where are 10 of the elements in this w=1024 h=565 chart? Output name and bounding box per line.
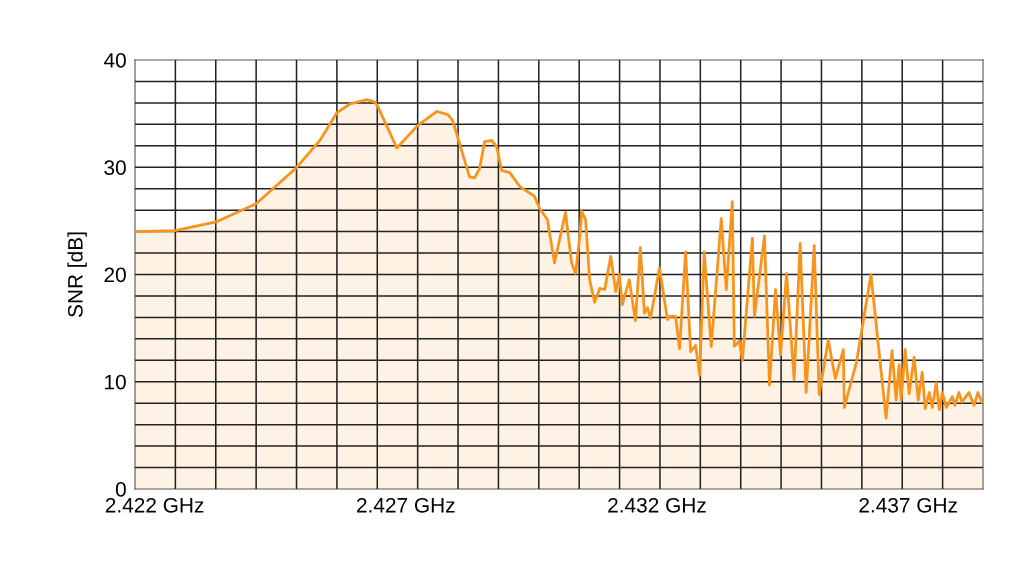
y-tick-label: 10	[105, 374, 126, 390]
x-tick-label: 2.432 GHz	[608, 497, 706, 513]
y-tick-label: 20	[104, 267, 126, 283]
x-tick-label: 2.437 GHz	[859, 497, 957, 513]
y-tick-label: 30	[104, 160, 126, 175]
x-tick-label: 2.427 GHz	[357, 497, 455, 513]
x-tick-label: 2.422 GHz	[105, 497, 204, 513]
y-axis-title: SNR [dB]	[67, 232, 87, 317]
y-tick-label: 40	[103, 53, 126, 68]
y-tick-label: 0	[115, 482, 126, 497]
